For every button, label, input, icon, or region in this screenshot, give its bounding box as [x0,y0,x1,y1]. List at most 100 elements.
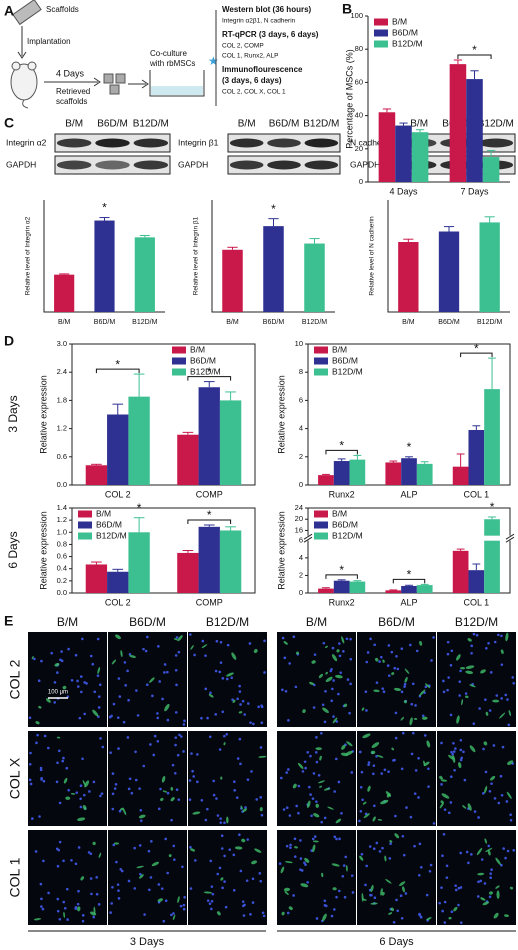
x-tick-label: 7 Days [460,186,489,196]
nucleus [304,766,307,770]
nucleus [58,840,62,844]
micrograph-bg [437,830,516,925]
legend-label: B6D/M [332,519,358,529]
nucleus [286,911,290,915]
x-tick-label: B6D/M [438,319,460,326]
nucleus [442,679,445,683]
cell [485,711,489,716]
nucleus [442,690,446,694]
bar [134,237,155,312]
cell [361,707,365,711]
nucleus [373,896,377,900]
y-tick-label: 2 [299,570,303,579]
image-column: B12D/M [206,615,249,629]
legend-label: B/M [332,508,347,518]
cell [484,838,488,844]
x-tick-label: B12D/M [302,319,327,326]
nucleus [473,810,477,813]
nucleus [452,741,455,745]
nucleus [310,814,313,818]
legend-swatch [78,532,92,540]
nucleus [484,770,488,774]
legend-label: B12D/M [332,530,363,540]
nucleus [97,903,101,906]
nucleus [417,796,420,799]
cell [98,852,102,859]
cell [384,855,387,862]
nucleus [164,899,168,903]
nucleus [392,921,396,924]
nucleus [487,641,490,645]
nucleus [477,880,480,884]
nucleus [288,814,292,817]
blot-band [304,138,339,148]
nucleus [320,731,323,735]
cell [409,717,413,726]
nucleus [292,894,295,897]
nucleus [309,754,312,758]
cell [38,705,42,709]
micrograph-bg [108,830,187,925]
cell [504,914,509,918]
nucleus [378,850,382,853]
cell [341,744,346,750]
legend-swatch [314,510,328,518]
nucleus [255,798,259,801]
x-tick-label: 4 Days [389,186,418,196]
nucleus [443,808,447,811]
bar [479,222,500,312]
axis-break-mark [505,533,515,540]
nucleus [453,768,456,772]
nucleus [263,639,266,643]
bar [395,125,412,182]
cell [507,760,514,765]
axis-break-mark [303,533,313,540]
nucleus [223,821,226,824]
nucleus [247,702,250,705]
nucleus [212,793,216,797]
method-item: COL 1, Runx2, ALP [222,53,279,60]
cell [500,649,504,654]
cell [115,634,121,640]
nucleus [210,885,214,888]
blot-column: B/M [65,119,83,130]
nucleus [401,731,405,735]
nucleus [81,919,85,923]
blot-band [267,138,301,148]
nucleus [449,775,453,779]
bar [452,550,469,593]
nucleus [366,651,370,654]
nucleus [340,811,343,815]
cell [335,818,342,824]
nucleus [101,745,105,749]
cell [419,641,423,646]
nucleus [196,753,199,756]
nucleus [170,913,173,917]
cell [31,655,34,660]
nucleus [62,859,65,863]
nucleus [70,679,74,682]
schematic-label: with rbMSCs [149,59,195,68]
nucleus [209,859,213,863]
nucleus [343,895,347,899]
legend-label: B12D/M [96,530,127,540]
nucleus [183,719,186,723]
nucleus [220,847,224,850]
micrograph [28,731,107,826]
nucleus [233,789,236,792]
cell [423,761,430,767]
nucleus [29,782,33,786]
nucleus [332,715,335,718]
legend-swatch [374,29,388,37]
nucleus [189,887,193,890]
cell [138,814,146,819]
cell [120,650,123,658]
cell [312,844,316,853]
group-label: 3 Days [130,936,165,948]
nucleus [163,663,167,666]
nucleus [360,852,364,856]
legend-label: B12D/M [392,38,423,48]
nucleus [393,666,397,670]
cell [319,785,323,788]
nucleus [219,821,223,824]
